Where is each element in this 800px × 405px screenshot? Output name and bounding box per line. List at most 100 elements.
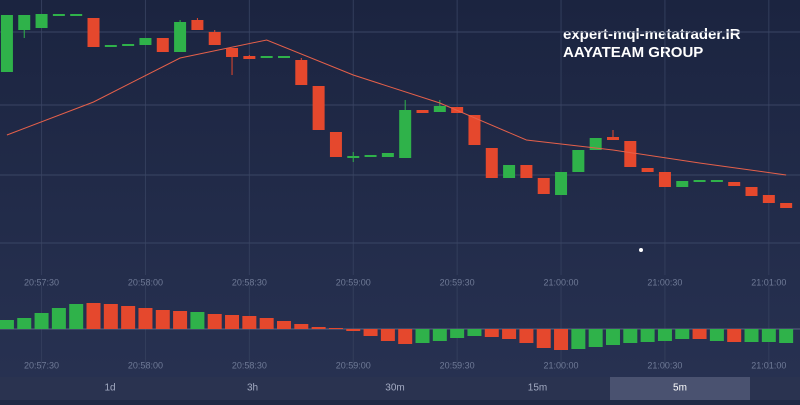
candle-body bbox=[762, 195, 775, 203]
x-tick-label: 20:57:30 bbox=[24, 360, 59, 370]
oscillator-bar bbox=[571, 329, 586, 349]
oscillator-bar bbox=[34, 313, 49, 329]
oscillator-bar bbox=[207, 314, 222, 329]
timeframe-tab[interactable]: 3h bbox=[247, 383, 258, 394]
oscillator-bar bbox=[519, 329, 534, 343]
oscillator-bar bbox=[692, 329, 707, 339]
oscillator-bar bbox=[155, 310, 170, 329]
oscillator-bar bbox=[415, 329, 430, 343]
oscillator-bar bbox=[484, 329, 499, 337]
timeframe-tab[interactable]: 5m bbox=[673, 383, 687, 394]
timeframe-tab[interactable]: 15m bbox=[528, 383, 547, 394]
timeframe-tab[interactable]: 1d bbox=[104, 383, 115, 394]
candle-body bbox=[520, 165, 533, 178]
candle-body bbox=[572, 150, 585, 172]
candle-body bbox=[555, 172, 568, 195]
candle-body bbox=[35, 14, 48, 28]
oscillator-bar bbox=[554, 329, 569, 350]
candle-body bbox=[0, 15, 13, 72]
candle-body bbox=[728, 182, 741, 186]
oscillator-bar bbox=[380, 329, 395, 341]
candle-body bbox=[260, 56, 273, 58]
candle-body bbox=[780, 203, 793, 208]
oscillator-bar bbox=[294, 324, 309, 329]
x-tick-label: 20:58:00 bbox=[128, 360, 163, 370]
x-tick-label: 21:01:00 bbox=[751, 360, 786, 370]
candle-body bbox=[295, 60, 308, 85]
oscillator-bar bbox=[502, 329, 517, 339]
oscillator-bar bbox=[761, 329, 776, 342]
oscillator-bar bbox=[536, 329, 551, 348]
oscillator-bar bbox=[69, 304, 84, 329]
oscillator-bar bbox=[121, 306, 136, 329]
candle-body bbox=[208, 32, 221, 45]
candle-body bbox=[87, 18, 100, 47]
oscillator-bar bbox=[605, 329, 620, 345]
oscillator-bar bbox=[311, 327, 326, 329]
x-tick-label: 20:58:30 bbox=[232, 277, 267, 287]
oscillator-bar bbox=[346, 329, 361, 331]
oscillator-bar bbox=[138, 308, 153, 329]
candle-body bbox=[347, 156, 360, 158]
candle-body bbox=[364, 155, 377, 157]
oscillator-bar bbox=[450, 329, 465, 338]
x-tick-label: 20:59:30 bbox=[440, 360, 475, 370]
candle-body bbox=[381, 153, 394, 157]
candle-body bbox=[745, 187, 758, 196]
watermark: AAYATEAM GROUP bbox=[563, 44, 703, 61]
candle-body bbox=[537, 178, 550, 194]
oscillator-bar bbox=[623, 329, 638, 343]
oscillator-bar bbox=[17, 318, 32, 329]
x-tick-label: 21:00:00 bbox=[544, 277, 579, 287]
oscillator-bar bbox=[467, 329, 482, 336]
candle-body bbox=[606, 137, 619, 140]
oscillator-bar bbox=[432, 329, 447, 341]
x-tick-label: 20:58:00 bbox=[128, 277, 163, 287]
moving-average bbox=[6, 39, 787, 176]
oscillator-bar bbox=[640, 329, 655, 342]
candle-body bbox=[70, 14, 83, 16]
candle-body bbox=[122, 44, 135, 46]
oscillator-bar bbox=[363, 329, 378, 336]
candle-body bbox=[174, 22, 187, 52]
x-tick-label: 20:59:00 bbox=[336, 360, 371, 370]
candle-body bbox=[693, 180, 706, 182]
oscillator-bar bbox=[727, 329, 742, 342]
x-tick-label: 20:59:00 bbox=[336, 277, 371, 287]
candle-body bbox=[156, 38, 169, 52]
oscillator-bar bbox=[276, 321, 291, 329]
oscillator-bar bbox=[225, 315, 240, 329]
oscillator-bar bbox=[709, 329, 724, 341]
candle-body bbox=[641, 168, 654, 172]
candle-body bbox=[433, 106, 446, 112]
candle-body bbox=[468, 115, 481, 145]
oscillator-bar bbox=[103, 304, 118, 329]
x-tick-label: 21:01:00 bbox=[751, 277, 786, 287]
candle-body bbox=[139, 38, 152, 45]
candle-body bbox=[329, 132, 342, 157]
candle-body bbox=[676, 181, 689, 187]
oscillator-bar bbox=[588, 329, 603, 347]
candle-body bbox=[624, 141, 637, 167]
tab-bar bbox=[0, 377, 800, 400]
tab-selected bbox=[610, 377, 750, 400]
candle-body bbox=[52, 14, 65, 16]
x-tick-label: 20:58:30 bbox=[232, 360, 267, 370]
candle-body bbox=[710, 180, 723, 182]
candle-body bbox=[399, 110, 412, 158]
x-tick-label: 20:59:30 bbox=[440, 277, 475, 287]
candle-body bbox=[243, 56, 256, 59]
x-tick-label: 20:57:30 bbox=[24, 277, 59, 287]
oscillator-bar bbox=[0, 320, 14, 329]
timeframe-tab[interactable]: 30m bbox=[385, 383, 404, 394]
candle-body bbox=[104, 45, 117, 47]
x-tick-label: 21:00:30 bbox=[647, 277, 682, 287]
oscillator-bar bbox=[173, 311, 188, 329]
candle-body bbox=[312, 86, 325, 130]
candle-body bbox=[503, 165, 516, 178]
oscillator-bar bbox=[657, 329, 672, 341]
oscillator-bar bbox=[242, 316, 257, 329]
candle-body bbox=[658, 172, 671, 187]
